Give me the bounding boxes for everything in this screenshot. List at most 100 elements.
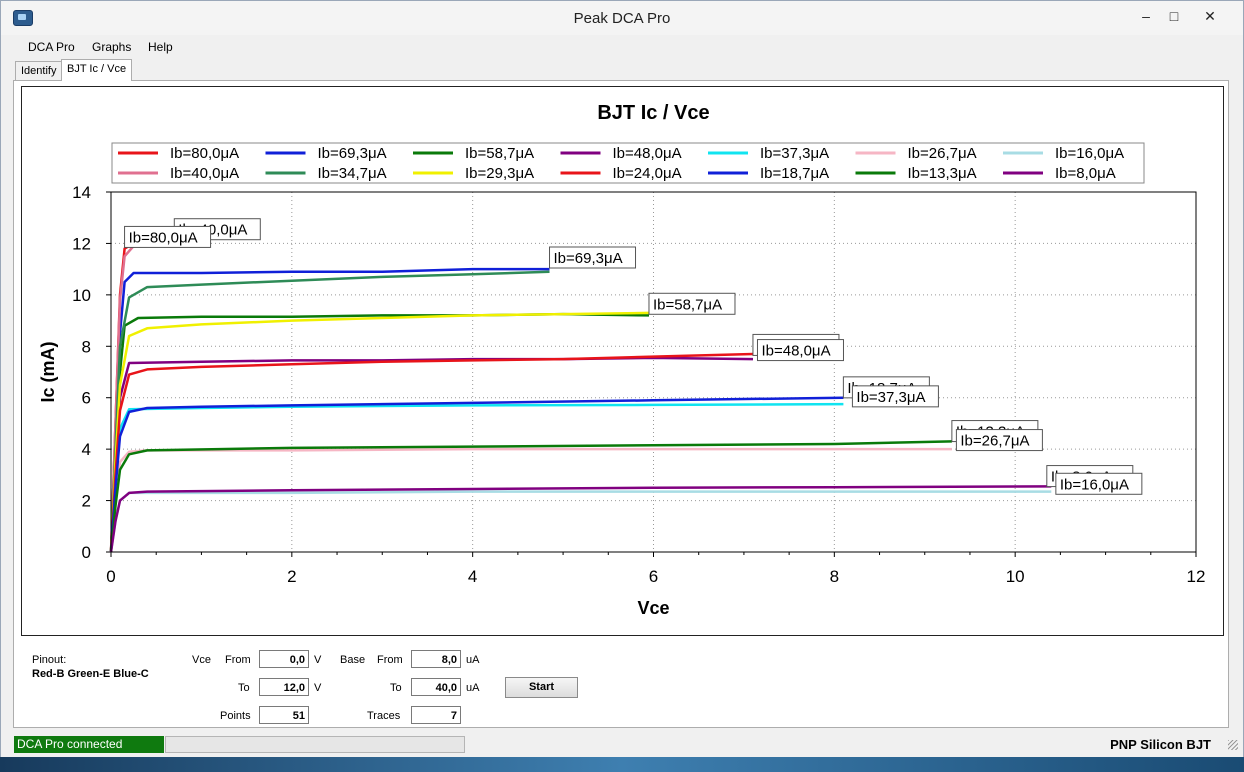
legend-label: Ib=48,0μA — [613, 145, 682, 162]
menu-bar: DCA Pro Graphs Help — [1, 35, 1243, 57]
legend-label: Ib=24,0μA — [613, 165, 682, 182]
series-line — [109, 352, 754, 553]
traces-input[interactable]: 7 — [411, 706, 461, 724]
vce-from-label: From — [225, 654, 251, 666]
legend-label: Ib=80,0μA — [170, 145, 239, 162]
app-icon[interactable] — [13, 10, 33, 26]
legend-label: Ib=16,0μA — [1055, 145, 1124, 162]
annotation-label: Ib=58,7μA — [653, 296, 722, 313]
tab-identify[interactable]: Identify — [15, 61, 63, 81]
base-to-input[interactable]: 40,0 — [411, 678, 461, 696]
base-to-unit: uA — [466, 682, 480, 694]
vce-to-input[interactable]: 12,0 — [259, 678, 309, 696]
close-button[interactable]: ✕ — [1204, 8, 1216, 24]
annotation-box — [756, 339, 844, 362]
y-tick-label: 12 — [72, 234, 91, 253]
x-tick-label: 0 — [106, 567, 115, 586]
points-input[interactable]: 51 — [259, 706, 309, 724]
base-from-unit: uA — [466, 654, 480, 666]
vce-to-label: To — [238, 682, 250, 694]
tab-bjt-ic-vce[interactable]: BJT Ic / Vce — [61, 59, 133, 81]
series-line — [109, 356, 754, 553]
legend-label: Ib=37,3μA — [760, 145, 829, 162]
legend-label: Ib=34,7μA — [318, 165, 387, 182]
vce-to-unit: V — [314, 682, 322, 694]
bjt-chart-svg: BJT Ic / Vce Ib=80,0μA Ib=69,3μA Ib=58,7μA I… — [38, 102, 1206, 618]
connection-status: DCA Pro connected — [14, 736, 164, 753]
y-tick-label: 14 — [72, 183, 91, 202]
x-tick-label: 6 — [649, 567, 658, 586]
base-to-label: To — [390, 682, 402, 694]
resize-grip-icon[interactable] — [1228, 740, 1238, 750]
start-button[interactable]: Start — [505, 677, 578, 698]
annotation-box — [1055, 472, 1143, 495]
x-axis-label: Vce — [637, 598, 669, 618]
legend-label: Ib=40,0μA — [170, 165, 239, 182]
window-title: Peak DCA Pro — [573, 10, 671, 27]
annotation-box — [124, 225, 212, 248]
y-tick-label: 6 — [82, 389, 91, 408]
points-label: Points — [220, 710, 251, 722]
base-from-input[interactable]: 8,0 — [411, 650, 461, 668]
series-line — [109, 440, 952, 553]
x-tick-label: 8 — [830, 567, 839, 586]
legend-label: Ib=8,0μA — [1055, 165, 1116, 182]
series-line — [109, 311, 650, 553]
traces-label: Traces — [367, 710, 401, 722]
menu-help[interactable]: Help — [148, 40, 173, 54]
legend-label: Ib=26,7μA — [908, 145, 977, 162]
series-line — [109, 485, 1052, 553]
progress-bar — [165, 736, 465, 753]
menu-graphs[interactable]: Graphs — [92, 40, 132, 54]
y-tick-label: 2 — [82, 492, 91, 511]
annotation-label: Ib=80,0μA — [129, 229, 198, 246]
legend-label: Ib=29,3μA — [465, 165, 534, 182]
series-line — [109, 267, 550, 553]
annotation-box — [549, 246, 637, 269]
legend-label: Ib=18,7μA — [760, 165, 829, 182]
annotation-box — [955, 429, 1043, 452]
maximize-button[interactable]: □ — [1169, 8, 1179, 24]
annotation-box — [648, 292, 736, 315]
chart-panel: BJT Ic / Vce Ib=80,0μA Ib=69,3μA Ib=58,7μA I… — [21, 86, 1224, 636]
device-type: PNP Silicon BJT — [1110, 737, 1211, 752]
y-tick-label: 8 — [82, 337, 91, 356]
legend-label: Ib=13,3μA — [908, 165, 977, 182]
series-line — [109, 402, 844, 553]
y-axis-label: Ic (mA) — [38, 341, 58, 402]
series-line — [109, 490, 1052, 553]
annotation-label: Ib=16,0μA — [1060, 476, 1129, 493]
desktop-background — [0, 757, 1244, 772]
vce-from-unit: V — [314, 654, 322, 666]
x-tick-label: 10 — [1006, 567, 1025, 586]
base-label: Base — [340, 654, 366, 666]
minimize-button[interactable]: – — [1142, 8, 1150, 24]
chart-legend-box — [111, 142, 1145, 184]
y-tick-label: 0 — [82, 543, 91, 562]
x-tick-label: 2 — [287, 567, 296, 586]
tab-page: BJT Ic / Vce Ib=80,0μA Ib=69,3μA Ib=58,7μA I… — [13, 80, 1229, 728]
chart-title: BJT Ic / Vce — [597, 102, 709, 124]
y-tick-label: 10 — [72, 286, 91, 305]
annotation-box — [851, 385, 939, 408]
legend-label: Ib=69,3μA — [318, 145, 387, 162]
series-line — [109, 270, 550, 553]
title-bar[interactable]: Peak DCA Pro – □ ✕ — [1, 1, 1243, 35]
series-line — [109, 312, 650, 553]
x-tick-label: 4 — [468, 567, 477, 586]
pinout-value: Red-B Green-E Blue-C — [32, 668, 149, 680]
series-line — [109, 396, 844, 553]
status-bar: DCA Pro connected PNP Silicon BJT — [1, 734, 1243, 756]
vce-from-input[interactable]: 0,0 — [259, 650, 309, 668]
plot-area-frame — [110, 191, 1197, 553]
base-from-label: From — [377, 654, 403, 666]
annotation-label: Ib=37,3μA — [856, 389, 925, 406]
menu-dca-pro[interactable]: DCA Pro — [28, 40, 75, 54]
legend-label: Ib=58,7μA — [465, 145, 534, 162]
vce-label: Vce — [192, 654, 211, 666]
x-tick-label: 12 — [1187, 567, 1206, 586]
y-tick-label: 4 — [82, 440, 91, 459]
annotation-label: Ib=69,3μA — [554, 250, 623, 267]
annotation-label: Ib=26,7μA — [960, 433, 1029, 450]
pinout-label: Pinout: — [32, 654, 67, 666]
